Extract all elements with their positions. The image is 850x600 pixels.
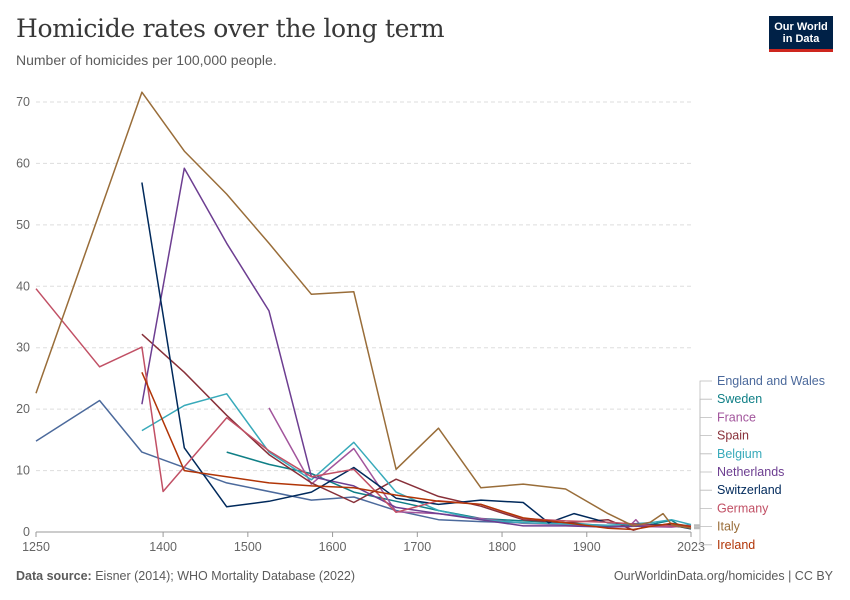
y-tick-label: 50 (16, 218, 30, 232)
legend-connector (694, 471, 712, 529)
y-tick-label: 60 (16, 156, 30, 170)
legend-connector (694, 508, 712, 528)
data-source: Data source: Eisner (2014); WHO Mortalit… (16, 569, 355, 583)
x-tick-label: 1400 (149, 540, 177, 554)
footer-link[interactable]: OurWorldinData.org/homicides | CC BY (613, 569, 833, 583)
y-tick-label: 30 (16, 341, 30, 355)
data-source-label: Data source: (16, 569, 92, 583)
x-tick-label: 1500 (234, 540, 262, 554)
x-tick-label: 1900 (573, 540, 601, 554)
logo-line-1: Our World (774, 21, 828, 33)
legend-label-netherlands: Netherlands (717, 465, 784, 479)
legend-label-belgium: Belgium (717, 447, 762, 461)
legend-label-germany: Germany (717, 501, 769, 515)
owid-logo[interactable]: Our World in Data (769, 16, 833, 52)
series-line-italy (35, 91, 692, 530)
x-tick-label: 1600 (319, 540, 347, 554)
y-tick-label: 70 (16, 95, 30, 109)
legend-connector (694, 489, 712, 530)
y-axis-ticks: 0 10 20 30 40 50 60 70 (16, 95, 30, 539)
y-tick-label: 20 (16, 402, 30, 416)
series-line-germany (35, 288, 692, 528)
grid-lines (36, 101, 691, 533)
series-line-ireland (141, 372, 692, 531)
logo-line-2: in Data (782, 33, 820, 45)
legend: England and Wales Sweden France Spain Belgiu… (694, 374, 825, 552)
legend-label-switzerland: Switzerland (717, 483, 782, 497)
legend-connector (694, 526, 712, 546)
y-tick-label: 40 (16, 279, 30, 293)
y-tick-label: 10 (16, 464, 30, 478)
data-source-text: Eisner (2014); WHO Mortality Database (2… (95, 569, 356, 583)
legend-label-sweden: Sweden (717, 392, 762, 406)
x-tick-label: 2023 (677, 540, 705, 554)
legend-label-france: France (717, 410, 756, 424)
legend-connector (694, 398, 712, 526)
series-lines (35, 91, 692, 531)
chart-title: Homicide rates over the long term (16, 14, 445, 43)
series-line-netherlands (141, 167, 692, 530)
x-tick-label: 1700 (403, 540, 431, 554)
x-axis-ticks: 1250 1400 1500 1600 1700 1800 1900 2023 (22, 532, 705, 554)
legend-label-spain: Spain (717, 429, 749, 443)
chart-subtitle: Number of homicides per 100,000 people. (16, 52, 277, 68)
y-tick-label: 0 (23, 525, 30, 539)
legend-connector (694, 453, 712, 525)
legend-connector (694, 417, 712, 526)
series-line-france (268, 407, 692, 528)
legend-connector (694, 435, 712, 529)
legend-label-england-and-wales: England and Wales (717, 374, 825, 388)
x-tick-label: 1250 (22, 540, 50, 554)
x-tick-label: 1800 (488, 540, 516, 554)
legend-label-ireland: Ireland (717, 538, 755, 552)
legend-label-italy: Italy (717, 520, 741, 534)
